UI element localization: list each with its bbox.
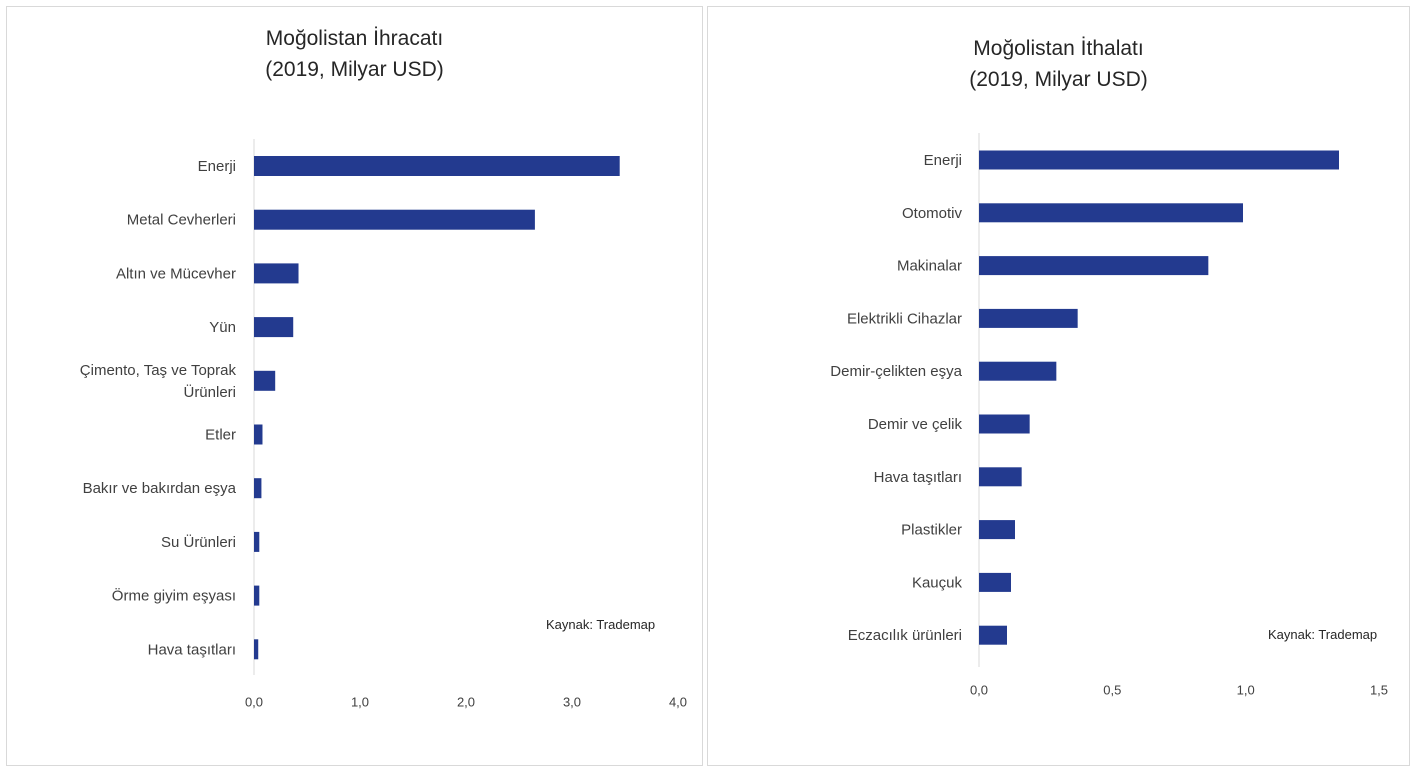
export-category-label-3: Altın ve Mücevher <box>116 265 236 282</box>
import-bar-6 <box>979 414 1030 434</box>
import-tick-label-3: 1,0 <box>1237 683 1255 698</box>
export-source-note: Kaynak: Trademap <box>546 617 656 632</box>
import-chart-title-block: Moğolistan İthalatı (2019, Milyar USD) <box>708 33 1409 95</box>
import-source-note: Kaynak: Trademap <box>1268 627 1378 642</box>
import-bar-7 <box>979 467 1022 487</box>
export-tick-label-3: 2,0 <box>457 695 475 710</box>
import-category-label-10: Eczacılık ürünleri <box>848 627 962 644</box>
import-tick-label-2: 0,5 <box>1103 683 1121 698</box>
import-bar-2 <box>979 203 1243 223</box>
import-tick-label-4: 1,5 <box>1370 683 1388 698</box>
import-bar-chart: Enerji Otomotiv Makinalar Elektrikli Cihazl… <box>830 133 1388 698</box>
export-bar-7 <box>254 478 262 499</box>
export-category-label-5: Çimento, Taş ve Toprak Ürünleri <box>80 361 237 400</box>
import-chart-subtitle: (2019, Milyar USD) <box>969 68 1148 91</box>
import-bar-1 <box>979 150 1339 170</box>
export-bar-8 <box>254 531 260 552</box>
import-bar-5 <box>979 361 1057 381</box>
export-category-label-6: Etler <box>205 426 236 443</box>
export-bar-1 <box>254 156 620 176</box>
import-category-label-3: Makinalar <box>897 257 962 274</box>
export-bar-4 <box>254 317 294 338</box>
export-category-label-7: Bakır ve bakırdan eşya <box>83 480 237 497</box>
import-bar-3 <box>979 256 1209 276</box>
import-bar-9 <box>979 572 1011 592</box>
export-tick-label-2: 1,0 <box>351 695 369 710</box>
import-bar-8 <box>979 520 1015 540</box>
export-category-label-8: Su Ürünleri <box>161 532 236 550</box>
export-chart-title: Moğolistan İhracatı <box>265 27 444 50</box>
export-bar-10 <box>254 639 259 660</box>
import-category-label-7: Hava taşıtları <box>874 468 962 485</box>
export-chart-subtitle: (2019, Milyar USD) <box>265 58 444 81</box>
import-chart-panel: Moğolistan İthalatı (2019, Milyar USD) E… <box>707 6 1410 766</box>
export-tick-label-1: 0,0 <box>245 695 263 710</box>
export-chart-title-block: Moğolistan İhracatı (2019, Milyar USD) <box>7 23 702 85</box>
export-bar-9 <box>254 585 260 606</box>
import-bar-10 <box>979 625 1007 645</box>
export-bar-3 <box>254 263 299 284</box>
export-bar-chart: Enerji Metal Cevherleri Altın ve Mücevher Y… <box>80 139 687 710</box>
import-bar-4 <box>979 308 1078 328</box>
import-category-label-4: Elektrikli Cihazlar <box>847 310 962 327</box>
import-category-label-9: Kauçuk <box>912 574 963 591</box>
export-category-label-4: Yün <box>209 319 236 336</box>
import-category-label-8: Plastikler <box>901 521 962 538</box>
export-bar-6 <box>254 424 263 445</box>
export-category-label-1: Enerji <box>198 158 236 175</box>
export-category-label-10: Hava taşıtları <box>148 641 236 658</box>
import-category-label-1: Enerji <box>924 152 962 169</box>
export-category-label-2: Metal Cevherleri <box>127 211 236 228</box>
import-category-label-2: Otomotiv <box>902 204 963 221</box>
export-bar-2 <box>254 209 535 230</box>
export-tick-label-5: 4,0 <box>669 695 687 710</box>
export-category-label-9: Örme giyim eşyası <box>112 586 236 604</box>
export-chart-panel: Moğolistan İhracatı (2019, Milyar USD) E… <box>6 6 703 766</box>
export-bar-5 <box>254 370 276 391</box>
import-chart-title: Moğolistan İthalatı <box>973 37 1144 60</box>
import-category-label-5: Demir-çelikten eşya <box>830 363 962 380</box>
export-tick-label-4: 3,0 <box>563 695 581 710</box>
import-category-label-6: Demir ve çelik <box>868 416 963 433</box>
import-tick-label-1: 0,0 <box>970 683 988 698</box>
